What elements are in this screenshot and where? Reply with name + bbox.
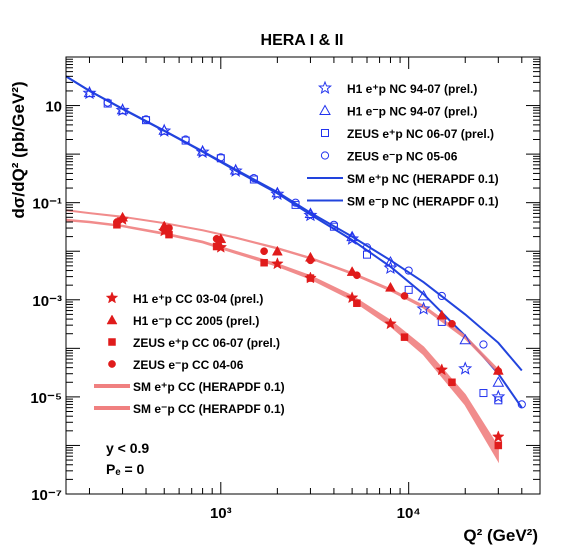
legend-label: H1 e⁺p NC 94-07 (prel.) <box>347 82 477 96</box>
y-tick-label: 10⁻⁵ <box>30 390 62 407</box>
legend-label: SM e⁺p NC (HERAPDF 0.1) <box>347 172 499 186</box>
legend-label: ZEUS e⁻p NC 05-06 <box>347 150 458 164</box>
legend-label: ZEUS e⁺p NC 06-07 (prel.) <box>347 127 494 141</box>
legend-marker <box>320 151 330 160</box>
data-point <box>494 441 503 450</box>
data-point <box>260 258 268 267</box>
x-axis-label: Q² (GeV²) <box>463 526 538 545</box>
data-point <box>196 145 209 156</box>
data-point <box>212 234 221 243</box>
data-point <box>249 174 258 183</box>
data-point <box>157 123 172 137</box>
legend-marker <box>106 314 118 325</box>
annotation-y-cut: y < 0.9 <box>106 440 149 456</box>
data-point <box>141 115 151 124</box>
data-point <box>103 98 112 107</box>
data-point <box>384 317 397 330</box>
data-point <box>329 220 339 229</box>
legend-marker <box>321 129 329 137</box>
data-point <box>353 271 361 280</box>
data-point <box>304 207 317 218</box>
data-point <box>306 256 315 265</box>
data-point <box>435 363 449 376</box>
data-point <box>400 333 409 341</box>
y-tick-label: 10⁻³ <box>32 293 62 310</box>
data-point <box>459 333 472 345</box>
y-tick-label: 10⁻¹ <box>32 196 62 213</box>
legend-label: H1 e⁻p NC 94-07 (prel.) <box>347 105 477 119</box>
legend-label: H1 e⁻p CC 2005 (prel.) <box>133 314 259 328</box>
data-point <box>158 124 171 135</box>
data-point <box>479 340 488 349</box>
legend-label: ZEUS e⁻p CC 04-06 <box>133 358 244 372</box>
data-point <box>517 400 526 409</box>
data-point <box>113 218 121 226</box>
data-point <box>494 396 503 405</box>
x-tick-label: 10⁴ <box>397 505 421 522</box>
data-point <box>260 247 268 256</box>
y-tick-label: 10⁻⁷ <box>31 487 62 504</box>
data-point <box>404 266 413 275</box>
data-point <box>116 103 129 115</box>
y-axis-label: dσ/dQ² (pb/GeV²) <box>9 81 28 218</box>
data-point <box>491 430 505 443</box>
data-point <box>216 153 225 162</box>
annotation-polarisation: Pₑ = 0 <box>106 461 145 477</box>
legend-label: SM e⁻p CC (HERAPDF 0.1) <box>133 402 285 416</box>
data-point <box>404 285 413 294</box>
legend-marker <box>108 338 116 346</box>
data-point <box>384 255 397 267</box>
plot-frame <box>65 56 541 495</box>
data-point <box>229 164 242 175</box>
data-point <box>345 291 359 304</box>
data-point <box>270 257 284 270</box>
data-point <box>346 230 358 242</box>
legend-label: H1 e⁺p CC 03-04 (prel.) <box>133 292 263 306</box>
data-point <box>115 102 130 117</box>
data-point <box>400 292 409 300</box>
data-point <box>353 299 361 307</box>
legend-marker <box>108 360 116 368</box>
data-point <box>437 291 446 301</box>
data-point <box>491 389 506 403</box>
data-point <box>228 163 243 177</box>
data-point <box>212 242 221 251</box>
data-point <box>345 231 360 245</box>
data-point <box>83 86 96 98</box>
legend-label: ZEUS e⁺p CC 06-07 (prel.) <box>133 336 280 350</box>
x-tick-label: 10³ <box>210 505 232 522</box>
data-point <box>165 230 173 239</box>
legend-label: SM e⁺p CC (HERAPDF 0.1) <box>133 380 285 394</box>
data-point <box>416 301 431 315</box>
legend-marker <box>105 291 119 304</box>
data-point <box>494 367 503 375</box>
data-point <box>479 389 488 398</box>
data-point <box>165 224 173 232</box>
data-point <box>448 378 456 387</box>
data-point <box>385 281 396 292</box>
data-point <box>117 211 128 222</box>
data-point <box>417 289 430 301</box>
y-tick-label: 10 <box>45 99 62 116</box>
legend-marker <box>318 80 332 95</box>
data-point <box>291 200 300 209</box>
data-point <box>82 85 97 100</box>
chart-title: HERA I & II <box>261 32 344 49</box>
data-point <box>291 198 300 207</box>
legend-label: SM e⁻p NC (HERAPDF 0.1) <box>347 195 499 209</box>
data-point <box>271 245 283 256</box>
data-point <box>458 361 473 375</box>
sm-nc-line <box>66 75 523 372</box>
data-point <box>306 274 315 282</box>
legend-marker <box>319 104 331 115</box>
data-point <box>181 135 190 144</box>
data-point <box>492 376 505 387</box>
data-point <box>271 186 284 198</box>
data-point <box>362 243 372 252</box>
data-point <box>448 319 456 328</box>
data-point <box>436 309 448 320</box>
